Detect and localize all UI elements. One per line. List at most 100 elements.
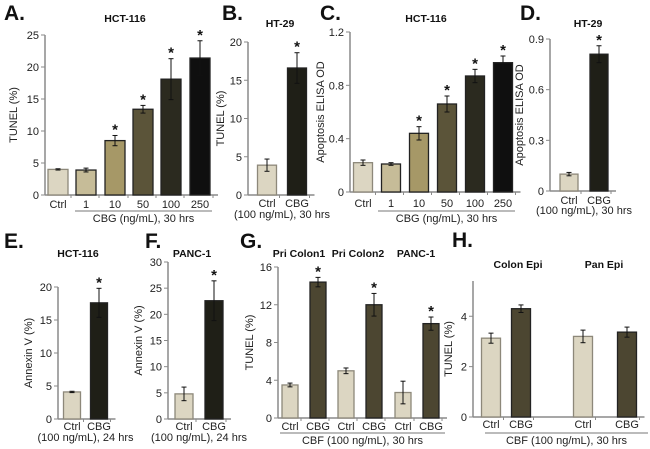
bar: [492, 62, 514, 193]
panel-title: HT-29: [266, 18, 295, 30]
y-tick-label: 30: [150, 257, 162, 269]
y-axis-label: TUNEL (%): [8, 87, 20, 143]
significance-asterisk: *: [444, 82, 450, 99]
significance-asterisk: *: [500, 42, 506, 59]
y-tick-label: 8: [266, 338, 272, 350]
x-tick-label: CBG: [419, 421, 443, 433]
bar: [62, 391, 82, 420]
x-tick-label: 250: [494, 198, 512, 210]
y-tick-label: 20: [230, 37, 242, 49]
y-tick-label: 15: [27, 94, 39, 106]
x-tick-label: CBG: [362, 421, 386, 433]
y-tick-label: 15: [150, 336, 162, 348]
bar: [480, 337, 502, 418]
y-tick-label: 20: [27, 62, 39, 74]
x-tick-label: 1: [83, 199, 89, 211]
y-tick-label: 0.9: [529, 34, 544, 46]
y-axis-label: Apoptosis ELISA OD: [315, 61, 327, 163]
y-axis-label: TUNEL (%): [244, 315, 256, 371]
x-tick-label: 50: [137, 199, 149, 211]
panel-title: HCT-116: [104, 13, 146, 25]
y-tick-label: 12: [260, 300, 272, 312]
significance-asterisk: *: [197, 27, 203, 44]
x-axis-label: CBG (ng/mL), 30 hrs: [396, 213, 498, 225]
bar: [380, 163, 402, 193]
bar: [365, 304, 383, 419]
x-tick-label: Ctrl: [574, 419, 591, 431]
x-tick-label: Ctrl: [337, 421, 354, 433]
x-axis-label: (100 ng/mL), 24 hrs: [38, 432, 134, 444]
panel-letter: B.: [222, 2, 243, 25]
y-tick-label: 0: [46, 414, 52, 426]
y-tick-label: 0.8: [329, 80, 344, 92]
y-tick-label: 0: [338, 187, 344, 199]
significance-asterisk: *: [472, 55, 478, 72]
y-axis-label: TUNEL (%): [443, 321, 455, 377]
bar: [408, 132, 430, 193]
y-tick-label: 15: [230, 75, 242, 87]
x-tick-label: 1: [388, 198, 394, 210]
significance-asterisk: *: [112, 121, 118, 138]
y-tick-label: 0.6: [529, 85, 544, 97]
bar: [132, 108, 154, 196]
y-tick-label: 1.2: [329, 27, 344, 39]
y-tick-label: 10: [27, 126, 39, 138]
x-tick-label: CBG: [306, 421, 330, 433]
significance-asterisk: *: [96, 274, 102, 291]
x-axis-label: CBG (ng/mL), 30 hrs: [93, 213, 195, 225]
significance-asterisk: *: [168, 45, 174, 62]
y-tick-label: 10: [230, 114, 242, 126]
group-title: Pan Epi: [585, 259, 624, 271]
group-title: PANC-1: [397, 248, 435, 260]
bar: [89, 302, 109, 420]
x-axis-label: (100 ng/mL), 30 hrs: [536, 205, 632, 217]
bar: [104, 139, 126, 196]
y-tick-label: 25: [27, 30, 39, 42]
panel-c: C. HCT-116 0 0.4 0.8 1.2 Ctrl 1 * 10 * 50 * 100 * 250 CB…: [315, 2, 521, 225]
x-tick-label: CBG: [509, 419, 533, 431]
bar: [286, 67, 308, 196]
y-tick-label: 4: [461, 311, 467, 323]
bar: [559, 173, 579, 192]
y-tick-label: 0.4: [329, 134, 344, 146]
y-tick-label: 0.3: [529, 135, 544, 147]
x-tick-label: Ctrl: [482, 419, 499, 431]
x-tick-label: Ctrl: [281, 421, 298, 433]
x-tick-label: 50: [441, 198, 453, 210]
x-tick-label: CBG: [285, 198, 309, 210]
panel-letter: F.: [145, 230, 161, 253]
panel-f: F. PANC-1 0 5 10 15 20 25 30 Ctrl * CBG(100 ng/mL),…: [133, 230, 247, 444]
y-axis-label: Apoptosis ELISA OD: [514, 64, 526, 166]
group-title: Colon Epi: [494, 259, 543, 271]
x-tick-label: 100: [466, 198, 484, 210]
y-tick-label: 2: [461, 362, 467, 374]
y-tick-label: 20: [40, 282, 52, 294]
panel-title: HT-29: [574, 18, 603, 30]
panel-letter: C.: [320, 2, 341, 25]
panel-d: D. HT-29 0 0.3 0.6 0.9 Ctrl * CBG(100 ng/mL), 30…: [514, 2, 632, 217]
x-tick-label: 10: [109, 199, 121, 211]
panel-title: HCT-116: [57, 248, 99, 260]
x-tick-label: Ctrl: [258, 198, 275, 210]
bar: [309, 281, 327, 419]
y-tick-label: 0: [236, 190, 242, 202]
bar: [616, 331, 638, 418]
bar: [510, 308, 532, 418]
panel-title: PANC-1: [173, 248, 211, 260]
significance-asterisk: *: [428, 303, 434, 320]
x-axis-label: CBF (100 ng/mL), 30 hrs: [302, 435, 424, 447]
x-tick-label: CBG: [87, 421, 111, 433]
panel-e: E. HCT-116 0 5 10 15 20 Ctrl * CBG(100 ng/mL), 24…: [4, 230, 134, 444]
significance-asterisk: *: [371, 279, 377, 296]
y-tick-label: 10: [40, 348, 52, 360]
x-tick-label: Ctrl: [63, 421, 80, 433]
bar: [436, 103, 458, 193]
significance-asterisk: *: [315, 263, 321, 280]
y-tick-label: 0: [461, 412, 467, 424]
panel-letter: E.: [4, 230, 24, 253]
y-tick-label: 0: [156, 414, 162, 426]
panel-letter: H.: [452, 229, 473, 252]
x-tick-label: CBG: [615, 419, 639, 431]
y-tick-label: 15: [40, 315, 52, 327]
panel-h: H. Colon Epi Pan Epi 0 2 4 Ctrl CBG Ctrl CBG CBF (…: [443, 229, 648, 447]
